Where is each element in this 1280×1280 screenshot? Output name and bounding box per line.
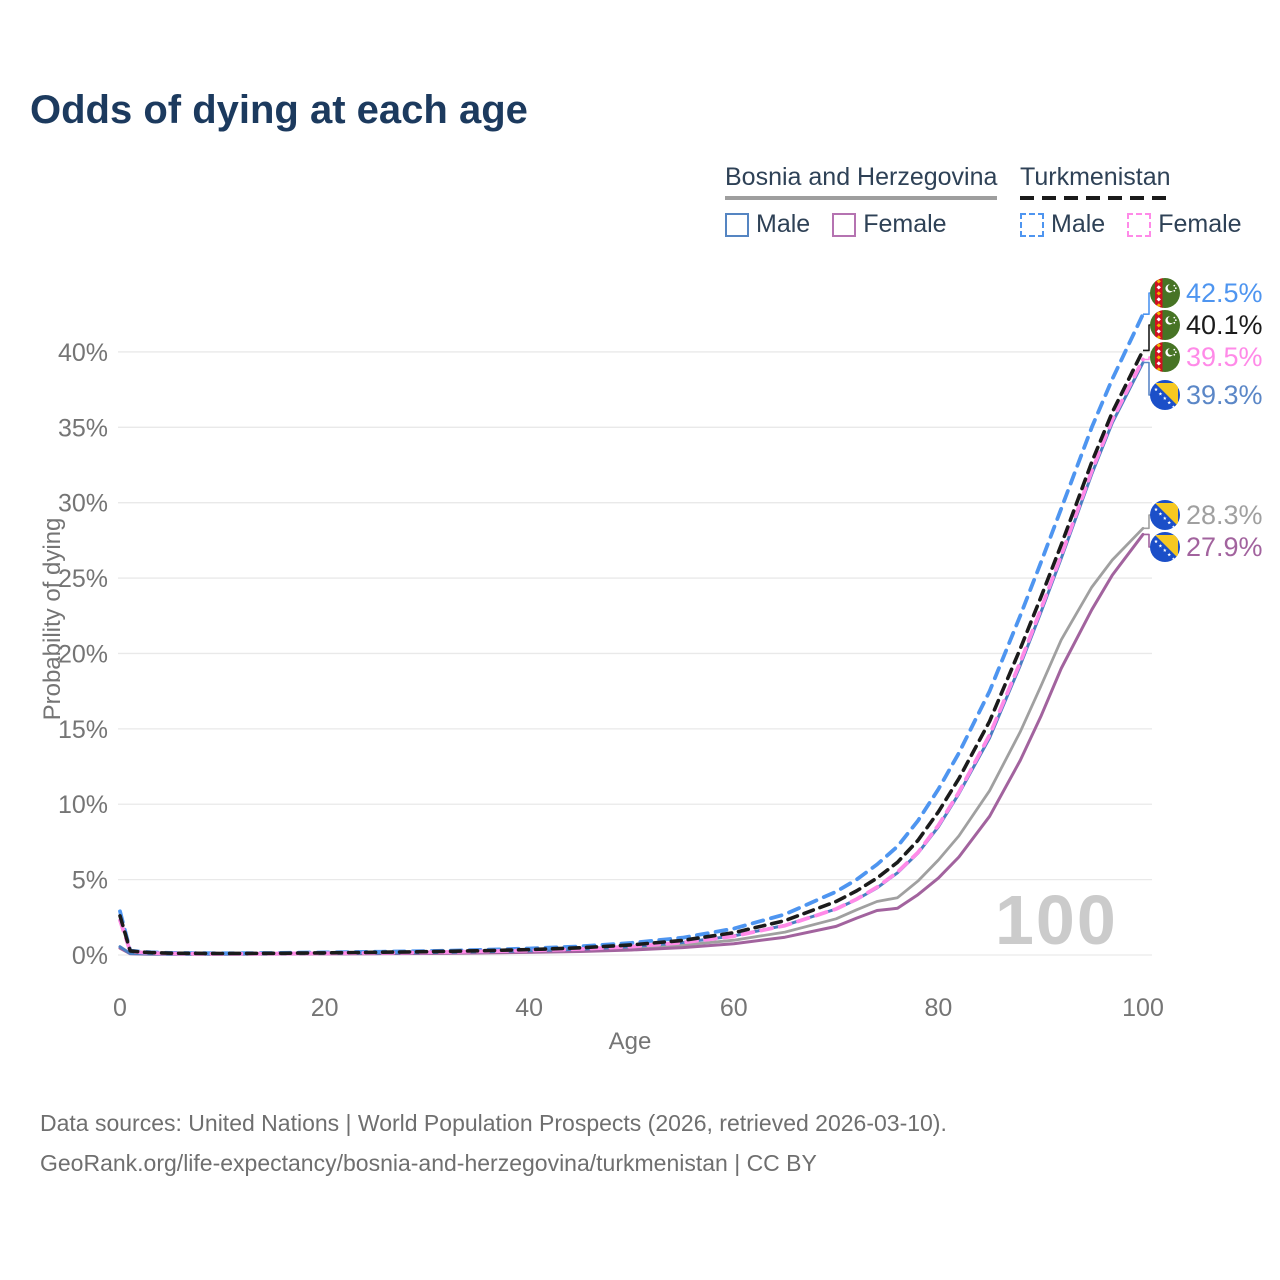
bosnia-flag-icon bbox=[1150, 500, 1180, 530]
legend-swatch-bosnia-female bbox=[832, 212, 857, 237]
legend-item-turkmenistan-female[interactable]: Female bbox=[1127, 210, 1242, 239]
legend-swatch-turkmenistan-female bbox=[1127, 212, 1152, 237]
legend-swatch-turkmenistan-male bbox=[1020, 212, 1044, 237]
legend-item-bosnia-female[interactable]: Female bbox=[832, 210, 947, 239]
legend-country-label-bosnia: Bosnia and Herzegovina bbox=[725, 163, 998, 191]
legend-country-turkmenistan: Turkmenistan bbox=[1020, 163, 1171, 200]
page-title: Odds of dying at each age bbox=[30, 88, 528, 132]
y-tick-25: 25% bbox=[58, 565, 108, 593]
x-tick-0: 0 bbox=[113, 994, 127, 1022]
end-label-bosnia-and-herzegovina-female: 27.9% bbox=[1150, 531, 1263, 563]
end-value-4: 28.3% bbox=[1186, 499, 1263, 530]
end-label-bosnia-and-herzegovina-both: 28.3% bbox=[1150, 499, 1263, 531]
turkmenistan-flag-icon bbox=[1150, 310, 1180, 340]
turkmenistan-flag-icon bbox=[1150, 278, 1180, 308]
y-tick-40: 40% bbox=[58, 339, 108, 367]
end-value-1: 40.1% bbox=[1186, 309, 1263, 340]
end-label-turkmenistan-both: 40.1% bbox=[1150, 309, 1263, 341]
legend-country-label-turkmenistan: Turkmenistan bbox=[1020, 163, 1171, 191]
x-tick-40: 40 bbox=[515, 994, 543, 1022]
legend-label-bosnia-male: Male bbox=[756, 210, 811, 238]
series-line-turkmenistan-both[interactable] bbox=[118, 348, 1145, 956]
legend-item-turkmenistan-male[interactable]: Male bbox=[1020, 210, 1105, 239]
turkmenistan-flag-icon bbox=[1150, 342, 1180, 372]
attribution-link-text[interactable]: GeoRank.org/life-expectancy/bosnia-and-h… bbox=[40, 1150, 817, 1176]
y-tick-5: 5% bbox=[72, 867, 108, 895]
series-line-bosnia-and-herzegovina-male[interactable] bbox=[118, 361, 1145, 956]
y-tick-10: 10% bbox=[58, 791, 108, 819]
end-value-3: 39.3% bbox=[1186, 379, 1263, 410]
end-label-turkmenistan-female: 39.5% bbox=[1150, 341, 1263, 373]
legend-group-bosnia: Bosnia and Herzegovina Male Female bbox=[725, 163, 998, 239]
y-tick-30: 30% bbox=[58, 490, 108, 518]
y-tick-20: 20% bbox=[58, 640, 108, 668]
end-label-bosnia-and-herzegovina-male: 39.3% bbox=[1150, 379, 1263, 411]
end-value-5: 27.9% bbox=[1186, 531, 1263, 562]
legend-group-turkmenistan: Turkmenistan Male Female bbox=[1020, 163, 1242, 239]
legend-label-turkmenistan-male: Male bbox=[1051, 210, 1106, 238]
y-tick-35: 35% bbox=[58, 414, 108, 442]
x-axis-title: Age bbox=[608, 1028, 652, 1055]
legend-swatch-bosnia-male bbox=[725, 212, 749, 237]
legend-country-bosnia: Bosnia and Herzegovina bbox=[725, 163, 998, 200]
series-line-bosnia-and-herzegovina-female[interactable] bbox=[118, 532, 1145, 956]
legend-line-sample-solid bbox=[725, 196, 998, 200]
x-tick-60: 60 bbox=[720, 994, 748, 1022]
legend-label-bosnia-female: Female bbox=[863, 210, 947, 238]
legend-item-bosnia-male[interactable]: Male bbox=[725, 210, 810, 239]
end-value-0: 42.5% bbox=[1186, 277, 1263, 308]
y-tick-15: 15% bbox=[58, 716, 108, 744]
y-axis-title: Probability of dying bbox=[39, 517, 66, 721]
x-tick-20: 20 bbox=[311, 994, 339, 1022]
bosnia-flag-icon bbox=[1150, 380, 1180, 410]
data-source-text: Data sources: United Nations | World Pop… bbox=[40, 1110, 947, 1136]
bosnia-flag-icon bbox=[1150, 532, 1180, 562]
age-watermark: 100 bbox=[995, 881, 1118, 959]
y-tick-0: 0% bbox=[72, 942, 108, 970]
legend-line-sample-dashed bbox=[1020, 196, 1171, 200]
series-line-turkmenistan-female[interactable] bbox=[118, 357, 1145, 956]
x-tick-80: 80 bbox=[924, 994, 952, 1022]
end-value-2: 39.5% bbox=[1186, 341, 1263, 372]
end-label-turkmenistan-male: 42.5% bbox=[1150, 277, 1263, 309]
series-line-turkmenistan-male[interactable] bbox=[118, 312, 1145, 956]
x-tick-100: 100 bbox=[1122, 994, 1164, 1022]
series-line-bosnia-and-herzegovina-both[interactable] bbox=[118, 526, 1145, 956]
legend-label-turkmenistan-female: Female bbox=[1158, 210, 1242, 238]
